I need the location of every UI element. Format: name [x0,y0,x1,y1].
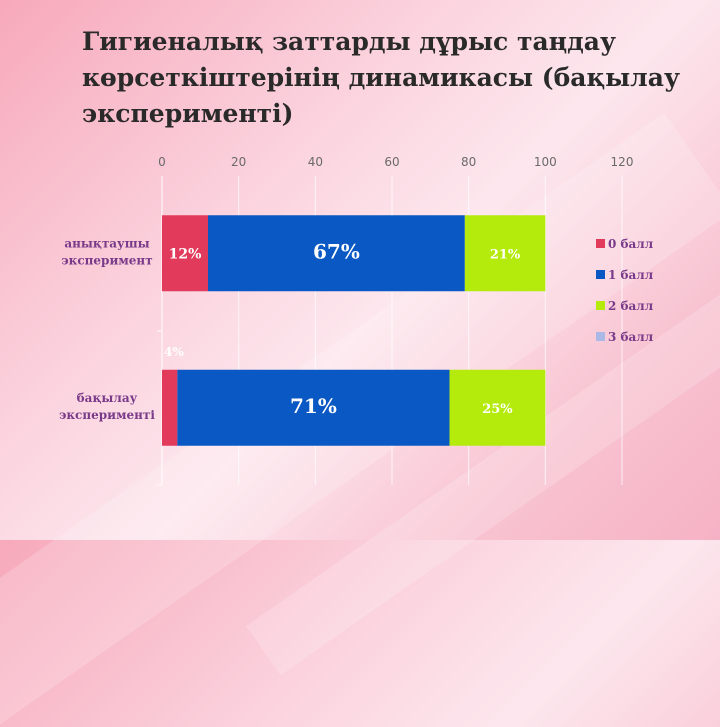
category-label: анықтаушы [64,236,149,250]
legend-label: 2 балл [608,299,654,313]
x-tick-label: 80 [461,155,476,169]
data-label: 21% [490,247,521,262]
legend-label: 3 балл [608,330,654,344]
bar-segment [208,215,465,292]
legend-swatch [596,270,605,279]
bar-segment [177,369,450,446]
legend-swatch [596,301,605,310]
data-label: 12% [169,246,202,262]
bar-segment [162,215,208,292]
x-tick-label: 0 [158,155,166,169]
stacked-bar-chart: 0 20 40 60 80 100 120 анықтаушы эксперимент 12% 67… [59,155,654,446]
page-title: Гигиеналық заттарды дұрыс таңдау көрсетк… [82,27,680,128]
legend-swatch [596,239,605,248]
bar-segment [464,215,546,292]
legend-swatch [596,332,605,341]
x-tick-label: 120 [611,155,634,169]
bar-segment [449,369,546,446]
x-tick-label: 60 [384,155,399,169]
category-label: бақылау [77,391,138,405]
legend-label: 1 балл [608,268,654,282]
data-label: 71% [290,394,337,418]
x-tick-label: 40 [308,155,323,169]
data-label: 4% [164,345,184,359]
legend-label: 0 балл [608,237,654,251]
bar-segment [162,369,178,446]
category-label: эксперимент [61,253,152,267]
x-tick-label: 20 [231,155,246,169]
x-tick-label: 100 [534,155,557,169]
category-label: эксперименті [59,408,155,422]
data-label: 67% [313,239,360,263]
data-label: 25% [482,402,513,417]
